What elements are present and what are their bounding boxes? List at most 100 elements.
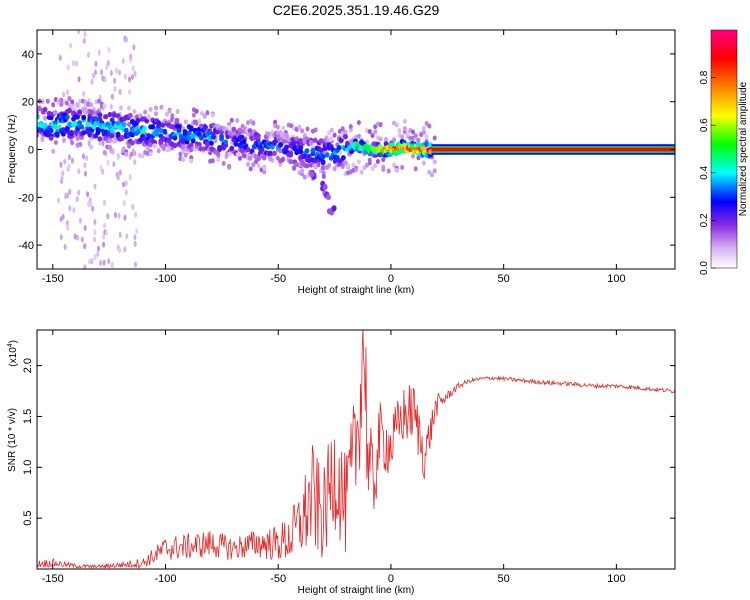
spectrogram-haze — [248, 166, 253, 172]
spectrogram-speckle — [77, 168, 81, 175]
spectrogram-cell — [389, 142, 395, 148]
spectrogram-cell — [130, 132, 135, 138]
spectrogram-speckle — [116, 154, 120, 161]
spectrogram-cell — [93, 116, 99, 122]
colorbar-tick-label: 0.0 — [699, 261, 710, 275]
spectrogram-cell — [52, 124, 58, 130]
spectrogram-haze — [75, 136, 80, 142]
spectrogram-speckle — [132, 44, 136, 51]
spectrogram-haze — [167, 108, 172, 114]
spectrogram-haze — [394, 167, 399, 173]
spectrogram-cell — [37, 114, 40, 120]
spectrogram-cell — [304, 163, 310, 169]
spectrogram-haze — [97, 98, 102, 104]
spectrogram-haze — [373, 124, 378, 130]
spectrogram-cell — [186, 135, 192, 141]
spectrogram-speckle — [89, 201, 93, 208]
spectrogram-speckle — [107, 47, 111, 53]
spectrogram-speckle — [81, 153, 85, 160]
spectrogram-cell — [146, 114, 152, 120]
spectrogram-cell — [38, 122, 44, 128]
spectrogram-haze — [183, 152, 188, 158]
spectrogram-speckle — [134, 261, 137, 268]
spectrogram-haze — [70, 140, 75, 146]
spectrogram-speckle — [75, 102, 79, 109]
spectrogram-speckle — [71, 60, 75, 67]
spectrogram-speckle — [84, 170, 87, 177]
spectrogram-cell — [235, 152, 241, 158]
spectrogram-speckle — [66, 192, 70, 199]
spectrogram-cell — [308, 162, 314, 168]
spectrogram-haze — [373, 129, 378, 135]
spectrogram-cell — [265, 131, 271, 137]
spectrogram-cell — [162, 129, 168, 135]
spectrogram-cell — [192, 119, 198, 125]
spectrogram-speckle — [87, 140, 91, 147]
spectrogram-cell — [267, 156, 273, 162]
spectrogram-y-ticks: -40 -20 0 20 40 — [18, 49, 675, 252]
spectrogram-cell — [286, 136, 291, 143]
spectrogram-xtick-label: -100 — [154, 273, 176, 285]
spectrogram-tail-cell — [322, 184, 328, 190]
spectrogram-haze — [413, 133, 418, 139]
spectrogram-haze — [367, 129, 372, 135]
spectrogram-haze — [400, 165, 405, 170]
spectrogram-haze — [332, 166, 337, 172]
spectrogram-speckle — [68, 188, 72, 195]
spectrogram-haze — [356, 120, 361, 126]
spectrogram-cell — [231, 126, 237, 132]
chart-title: C2E6.2025.351.19.46.G29 — [273, 2, 440, 18]
spectrogram-tail-cell — [331, 205, 337, 212]
spectrogram-speckle — [92, 72, 95, 79]
spectrogram-cell — [158, 127, 164, 134]
spectrogram-speckle — [107, 258, 111, 265]
spectrogram-speckle — [114, 67, 118, 74]
spectrogram-speckle — [83, 31, 87, 37]
spectrogram-speckle — [58, 54, 62, 61]
spectrogram-haze — [246, 161, 250, 167]
spectrogram-speckle — [90, 258, 94, 265]
colorbar-tick-label: 0.2 — [699, 213, 710, 227]
spectrogram-speckle — [106, 60, 110, 67]
spectrogram-haze — [327, 130, 332, 136]
spectrogram-cell — [306, 157, 312, 163]
spectrogram-cell — [75, 114, 80, 120]
spectrogram-speckle — [73, 233, 77, 240]
colorbar-tick-label: 0.4 — [699, 165, 710, 179]
spectrogram-speckle — [74, 60, 78, 67]
spectrogram-speckle — [97, 49, 101, 56]
spectrogram-speckle — [110, 262, 114, 268]
spectrogram-haze — [424, 121, 429, 126]
spectrogram-speckle — [67, 163, 71, 170]
spectrogram-haze — [411, 153, 415, 159]
spectrogram-cell — [239, 144, 245, 150]
colorbar-ticks: 0.0 0.2 0.4 0.6 0.8 — [699, 70, 716, 275]
snr-ytick-label: 0.5 — [22, 511, 34, 526]
spectrogram-speckle — [125, 233, 129, 240]
spectrogram-speckle — [103, 76, 107, 83]
spectrogram-cell — [160, 122, 166, 128]
spectrogram-haze — [227, 164, 232, 170]
spectrogram-haze — [145, 145, 150, 151]
spectrogram-haze — [402, 126, 407, 132]
spectrogram-cell — [97, 112, 103, 118]
spectrogram-speckle — [85, 155, 88, 162]
spectrogram-speckle — [99, 164, 103, 171]
spectrogram-cell — [93, 121, 99, 127]
spectrogram-cell — [184, 139, 190, 145]
spectrogram-speckle — [83, 243, 86, 250]
spectrogram-cell — [176, 127, 182, 133]
spectrogram-xtick-label: -150 — [42, 273, 64, 285]
spectrogram-haze — [194, 108, 199, 114]
spectrogram-haze — [51, 102, 56, 108]
spectrogram-haze — [40, 135, 45, 141]
spectrogram-cell — [115, 131, 121, 137]
snr-yscale-base: (x10 — [8, 347, 19, 367]
spectrogram-cell — [341, 155, 346, 161]
spectrogram-speckle — [66, 64, 70, 71]
spectrogram-cell — [52, 110, 58, 116]
spectrogram-cell — [300, 160, 306, 167]
spectrogram-haze — [235, 118, 240, 123]
spectrogram-speckle — [62, 91, 66, 98]
spectrogram-haze — [154, 111, 158, 117]
